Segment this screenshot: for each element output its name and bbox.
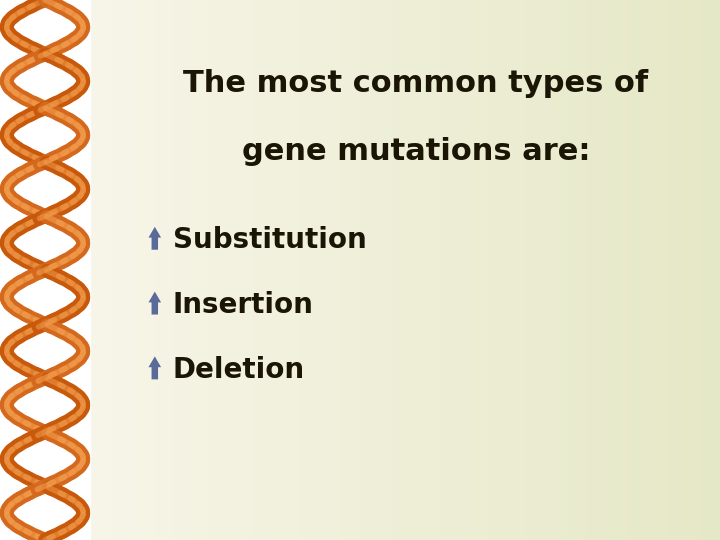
Bar (0, 0, 90, 540)
PathPatch shape (148, 356, 161, 379)
PathPatch shape (148, 227, 161, 249)
PathPatch shape (148, 292, 161, 314)
Text: The most common types of: The most common types of (183, 69, 649, 98)
Text: Insertion: Insertion (173, 291, 314, 319)
Text: Substitution: Substitution (173, 226, 366, 254)
Text: Deletion: Deletion (173, 356, 305, 384)
Text: gene mutations are:: gene mutations are: (241, 137, 590, 166)
